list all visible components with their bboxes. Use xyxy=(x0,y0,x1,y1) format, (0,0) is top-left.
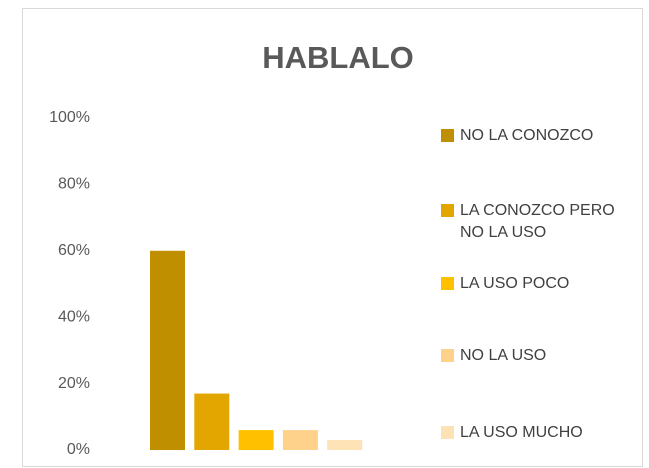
legend-swatch xyxy=(441,129,454,142)
bar xyxy=(194,393,230,450)
y-tick-label: 20% xyxy=(58,375,90,392)
legend-item: LA CONOZCO PERO NO LA USO xyxy=(441,200,641,244)
legend-label: LA USO POCO xyxy=(460,275,570,292)
legend-item: LA USO POCO xyxy=(441,273,641,295)
legend-swatch xyxy=(441,277,454,290)
chart-title: HABLALO xyxy=(262,40,414,75)
legend-label: LA CONOZCO PERO NO LA USO xyxy=(460,202,615,241)
legend-item: LA USO MUCHO xyxy=(441,422,641,444)
bar xyxy=(238,430,274,450)
y-tick-label: 40% xyxy=(58,308,90,325)
legend-label: NO LA CONOZCO xyxy=(460,127,594,144)
bar xyxy=(150,250,185,450)
bar xyxy=(327,440,363,450)
y-tick-label: 80% xyxy=(58,176,90,193)
y-tick-label: 0% xyxy=(67,441,90,458)
legend-swatch xyxy=(441,426,454,439)
chart-frame xyxy=(22,8,643,467)
y-tick-label: 60% xyxy=(58,242,90,259)
bar xyxy=(282,430,318,450)
y-tick-label: 100% xyxy=(49,109,90,126)
legend-swatch xyxy=(441,349,454,362)
legend-item: NO LA CONOZCO xyxy=(441,125,641,147)
legend-item: NO LA USO xyxy=(441,345,641,367)
legend-label: LA USO MUCHO xyxy=(460,424,583,441)
legend-swatch xyxy=(441,204,454,217)
legend-label: NO LA USO xyxy=(460,347,547,364)
